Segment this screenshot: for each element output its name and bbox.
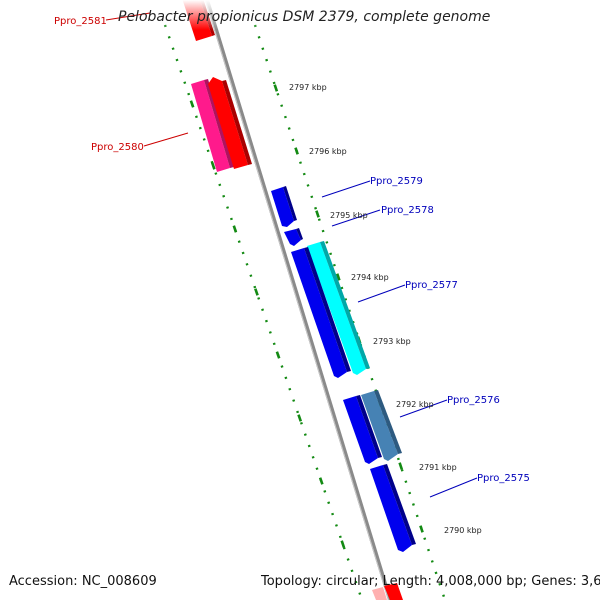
scale-label: 2792 kbp: [396, 400, 434, 409]
gene-ppro-2576b-feature[interactable]: [343, 395, 382, 464]
gene-label-ppro-2580[interactable]: Ppro_2580: [91, 142, 144, 153]
top-fade: [150, 0, 280, 30]
gene-bottom-feature[interactable]: [372, 583, 403, 600]
scale-label: 2797 kbp: [289, 83, 327, 92]
major-tick: [210, 162, 216, 170]
major-tick: [315, 210, 320, 218]
scale-label: 2794 kbp: [351, 273, 389, 282]
major-tick: [294, 147, 299, 155]
accession-label: Accession: NC_008609: [9, 574, 157, 589]
major-tick: [275, 351, 281, 359]
major-tick: [318, 477, 324, 485]
major-tick: [232, 225, 238, 233]
major-tick: [398, 462, 404, 470]
major-tick: [254, 288, 259, 296]
genome-summary: Topology: circular; Length: 4,008,000 bp…: [261, 574, 600, 589]
scale-label: 2795 kbp: [330, 211, 368, 220]
map-title: Pelobacter propionicus DSM 2379, complet…: [118, 9, 491, 25]
gene-label-ppro-2578[interactable]: Ppro_2578: [381, 205, 434, 216]
major-tick: [335, 273, 341, 281]
callout-ppro-2580: [143, 132, 189, 147]
callout-ppro-2581: [105, 12, 151, 21]
gene-label-ppro-2576[interactable]: Ppro_2576: [447, 395, 500, 406]
scale-label: 2796 kbp: [309, 147, 347, 156]
gene-ppro-2577b-feature[interactable]: [291, 247, 351, 378]
gene-label-ppro-2577[interactable]: Ppro_2577: [405, 280, 458, 291]
callout-ppro-2577: [357, 284, 406, 303]
scale-label: 2791 kbp: [419, 463, 457, 472]
gene-ppro-2576-feature[interactable]: [361, 390, 402, 461]
gene-label-ppro-2581[interactable]: Ppro_2581: [54, 16, 107, 27]
gene-ppro-2580b-feature[interactable]: [208, 77, 252, 169]
callout-ppro-2579: [321, 180, 371, 198]
callout-ppro-2578: [331, 209, 381, 227]
scale-label: 2793 kbp: [373, 337, 411, 346]
scale-label: 2790 kbp: [444, 526, 482, 535]
major-tick: [419, 525, 424, 533]
gene-label-ppro-2575[interactable]: Ppro_2575: [477, 473, 530, 484]
callout-ppro-2576: [399, 399, 448, 418]
gene-ppro-2580-feature[interactable]: [191, 79, 234, 172]
major-tick: [297, 414, 303, 422]
gene-ppro-2578-feature[interactable]: [284, 228, 303, 246]
gene-ppro-2579-feature[interactable]: [271, 186, 297, 227]
major-tick: [340, 540, 346, 548]
callout-ppro-2575: [429, 477, 478, 498]
tick-rail-inner: [253, 24, 447, 600]
gene-ppro-2577-feature[interactable]: [307, 241, 370, 375]
genome-backbone: [205, 0, 392, 600]
gene-ppro-2575-feature[interactable]: [370, 464, 416, 552]
major-tick: [273, 84, 279, 92]
gene-label-ppro-2579[interactable]: Ppro_2579: [370, 176, 423, 187]
genome-backbone-highlight: [205, 0, 389, 600]
major-tick: [189, 100, 195, 108]
